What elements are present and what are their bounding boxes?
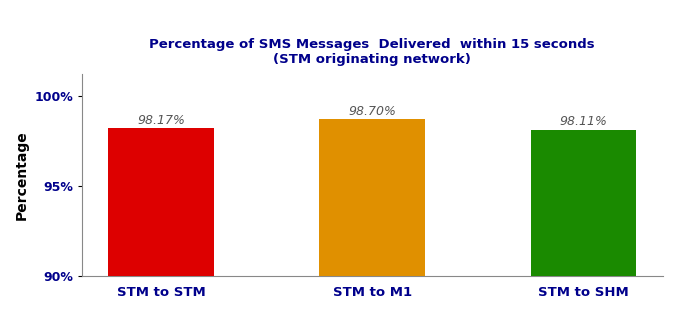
Bar [531,130,636,336]
Text: 98.11%: 98.11% [559,116,607,128]
Bar [109,128,214,336]
Text: 98.70%: 98.70% [348,105,396,118]
Text: 98.17%: 98.17% [137,114,185,127]
Title: Percentage of SMS Messages  Delivered  within 15 seconds
(STM originating networ: Percentage of SMS Messages Delivered wit… [150,38,595,66]
Y-axis label: Percentage: Percentage [14,130,29,220]
Bar [320,119,425,336]
